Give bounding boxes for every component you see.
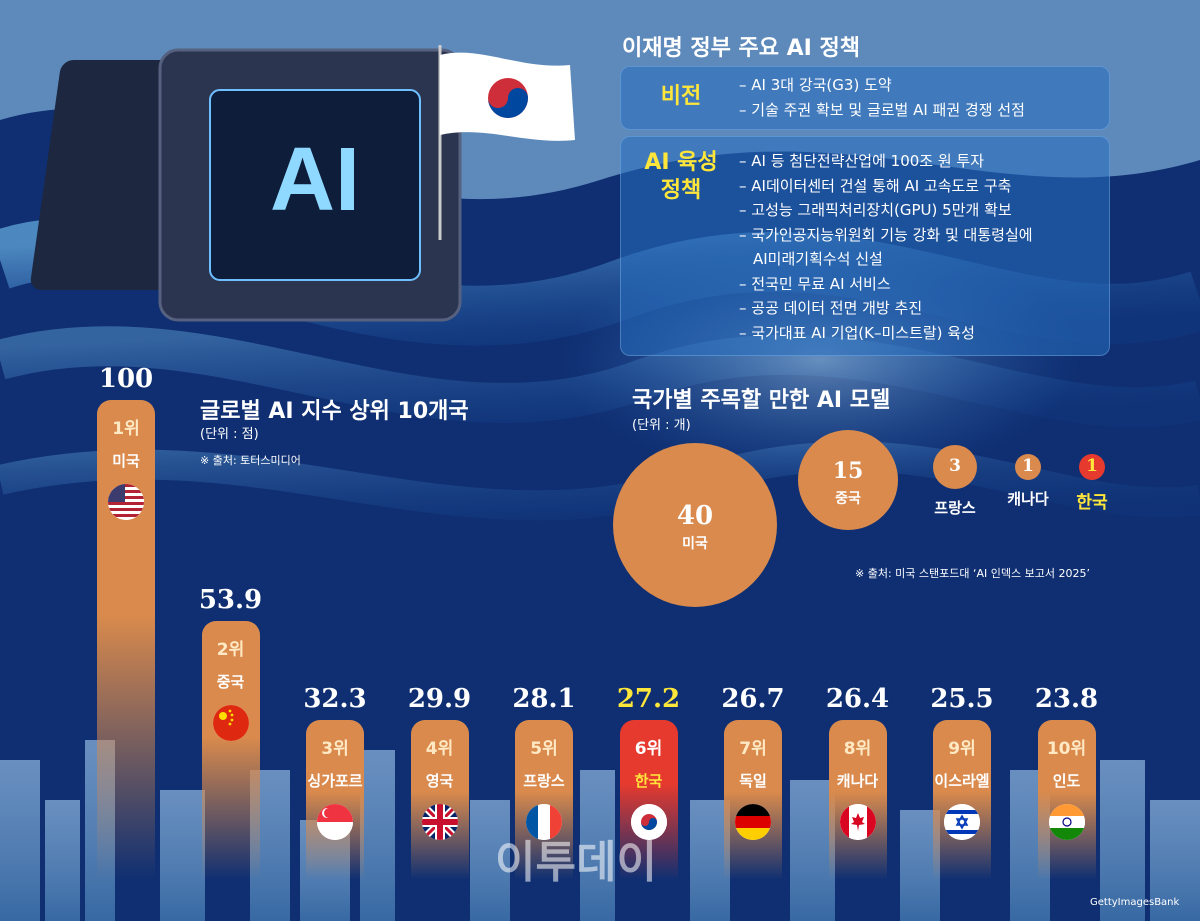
models-chart-source: ※ 출처: 미국 스탠포드대 ‘AI 인덱스 보고서 2025’ bbox=[855, 567, 1090, 580]
models-chart-title: 국가별 주목할 만한 AI 모델 bbox=[632, 388, 891, 413]
bubble-2 bbox=[797, 429, 899, 531]
bubble-5 bbox=[1079, 454, 1105, 480]
bar-rank-label: 4위 bbox=[425, 739, 454, 759]
growth-item: AI미래기획수석 신설 bbox=[753, 250, 883, 268]
bar-rank-label: 5위 bbox=[530, 739, 558, 759]
bar-country-label: 독일 bbox=[739, 772, 767, 790]
bubble-3 bbox=[932, 444, 978, 490]
bubble-value-label: 3 bbox=[949, 456, 961, 476]
bar-value-label: 29.9 bbox=[407, 684, 472, 714]
flag-icon bbox=[944, 804, 980, 840]
growth-label: AI 육성 정책 bbox=[631, 149, 731, 205]
growth-item: – 국가대표 AI 기업(K–미스트랄) 육성 bbox=[739, 323, 975, 342]
growth-label-line: 정책 bbox=[660, 178, 702, 203]
bar-rank-label: 7위 bbox=[739, 739, 767, 759]
bar-country-label: 중국 bbox=[216, 673, 245, 692]
flag-icon bbox=[108, 484, 144, 520]
photo-credit: GettyImagesBank bbox=[1090, 897, 1180, 908]
bar-rank-label: 8위 bbox=[843, 739, 872, 759]
growth-item: – AI데이터센터 건설 통해 AI 고속도로 구축 bbox=[739, 176, 1012, 195]
bubble-country-label: 한국 bbox=[1076, 492, 1108, 513]
growth-item: – AI 등 첨단전략산업에 100조 원 투자 bbox=[739, 152, 985, 170]
bar-country-label: 영국 bbox=[425, 772, 454, 790]
bar-value-label: 23.8 bbox=[1034, 684, 1099, 714]
bar-rank-label: 6위 bbox=[634, 739, 663, 759]
bar-country-label: 인도 bbox=[1052, 772, 1081, 790]
flag-icon bbox=[317, 804, 353, 840]
bubble-country-label: 미국 bbox=[682, 536, 708, 552]
watermark-logo: 이투데이 bbox=[495, 837, 657, 888]
bar-country-label: 프랑스 bbox=[523, 772, 565, 790]
bubble-4 bbox=[1015, 454, 1041, 480]
bubble-country-label: 캐나다 bbox=[1007, 489, 1049, 508]
korean-flag-icon bbox=[438, 45, 575, 240]
bar-rank-label: 2위 bbox=[216, 640, 245, 661]
bar-rank-label: 1위 bbox=[112, 419, 140, 439]
bubble-value-label: 1 bbox=[1086, 456, 1098, 476]
vision-item: – 기술 주권 확보 및 글로벌 AI 패권 경쟁 선점 bbox=[739, 100, 1025, 119]
svg-text:AI: AI bbox=[270, 130, 360, 230]
flag-icon bbox=[1048, 804, 1085, 840]
bar-value-label: 53.9 bbox=[198, 585, 263, 616]
vision-panel: 비전 – AI 3대 강국(G3) 도약 – 기술 주권 확보 및 글로벌 AI… bbox=[620, 66, 1110, 130]
bar-rank-label: 9위 bbox=[948, 739, 976, 759]
bubble-country-label: 프랑스 bbox=[934, 499, 976, 518]
flag-icon bbox=[421, 804, 458, 840]
flag-icon bbox=[212, 705, 249, 742]
bubble-value-label: 1 bbox=[1022, 456, 1034, 476]
bubble-value-label: 15 bbox=[832, 458, 864, 484]
bar-value-label: 26.4 bbox=[825, 684, 890, 714]
bubble-value-label: 40 bbox=[676, 501, 714, 531]
growth-label-line: AI 육성 bbox=[644, 150, 718, 175]
index-chart-title: 글로벌 AI 지수 상위 10개국 bbox=[200, 399, 469, 424]
growth-item: – 전국민 무료 AI 서비스 bbox=[739, 274, 891, 293]
growth-panel: AI 육성 정책 – AI 등 첨단전략산업에 100조 원 투자 – AI데이… bbox=[620, 136, 1110, 356]
bar-country-label: 이스라엘 bbox=[934, 772, 990, 790]
vision-list: – AI 3대 강국(G3) 도약 – 기술 주권 확보 및 글로벌 AI 패권… bbox=[739, 73, 1025, 122]
models-chart-unit: (단위 : 개) bbox=[632, 418, 691, 433]
bar-country-label: 한국 bbox=[634, 772, 663, 790]
flag-icon bbox=[735, 804, 771, 840]
bar-country-label: 싱가포르 bbox=[307, 772, 363, 790]
bar-value-label: 27.2 bbox=[616, 684, 681, 714]
bar-value-label: 25.5 bbox=[930, 684, 994, 714]
policy-title: 이재명 정부 주요 AI 정책 bbox=[622, 36, 861, 61]
ai-chip-icon: AI bbox=[30, 48, 462, 322]
bar-country-label: 캐나다 bbox=[836, 772, 879, 790]
bubble-country-label: 중국 bbox=[835, 491, 861, 507]
index-chart-unit: (단위 : 점) bbox=[200, 427, 259, 442]
bar-value-label: 32.3 bbox=[303, 684, 367, 714]
bubble-1 bbox=[613, 443, 777, 607]
index-chart-source: ※ 출처: 토터스미디어 bbox=[200, 454, 301, 467]
growth-item: – 고성능 그래픽처리장치(GPU) 5만개 확보 bbox=[739, 201, 1012, 219]
bar-country-label: 미국 bbox=[112, 452, 140, 470]
growth-item: – 공공 데이터 전면 개방 추진 bbox=[739, 299, 923, 317]
bar-value-label: 26.7 bbox=[721, 684, 785, 714]
bar-value-label: 100 bbox=[98, 364, 154, 394]
flag-icon bbox=[839, 804, 876, 840]
vision-item: – AI 3대 강국(G3) 도약 bbox=[739, 76, 892, 94]
bar-value-label: 28.1 bbox=[512, 684, 576, 714]
flag-icon bbox=[526, 804, 562, 840]
bar-rank-label: 10위 bbox=[1046, 739, 1087, 759]
flag-icon bbox=[630, 804, 667, 840]
growth-list: – AI 등 첨단전략산업에 100조 원 투자 – AI데이터센터 건설 통해… bbox=[739, 149, 1033, 345]
bar-rank-label: 3위 bbox=[321, 739, 349, 759]
vision-label: 비전 bbox=[660, 84, 702, 109]
growth-item: – 국가인공지능위원회 기능 강화 및 대통령실에 bbox=[739, 225, 1033, 244]
